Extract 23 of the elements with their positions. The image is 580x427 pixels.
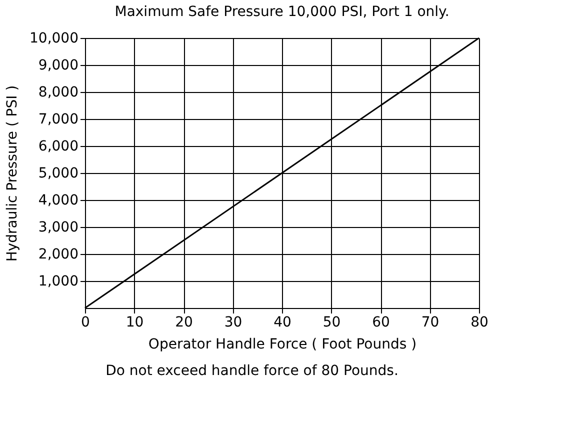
x-tick-label: 10 [126, 314, 144, 330]
y-tick-label: 6,000 [38, 138, 78, 154]
x-tick-label: 0 [81, 314, 90, 330]
chart-title: Maximum Safe Pressure 10,000 PSI, Port 1 only. [114, 4, 450, 20]
y-tick-label: 10,000 [30, 30, 78, 46]
text: Do not exceed handle force of 80 Pounds. [106, 363, 398, 379]
y-tick-label: 2,000 [38, 246, 78, 262]
y-tick-label: 9,000 [38, 58, 78, 74]
y-axis-title: Hydraulic Pressure ( PSI ) [4, 85, 21, 262]
y-tick-label: 3,000 [38, 220, 78, 236]
x-tick-label: 60 [372, 314, 390, 330]
y-tick-label: 5,000 [38, 166, 78, 182]
y-tick-label: 7,000 [38, 112, 78, 128]
x-tick-label: 80 [470, 314, 488, 330]
x-axis-title: Operator Handle Force ( Foot Pounds ) [148, 336, 417, 352]
x-tick-label: 70 [421, 314, 440, 330]
y-tick-label: 4,000 [38, 192, 78, 208]
y-tick-label: 1,000 [38, 274, 78, 290]
x-tick-label: 40 [274, 314, 292, 330]
x-tick-label: 50 [322, 314, 341, 330]
x-tick-label: 20 [175, 314, 193, 330]
x-tick-label: 30 [224, 314, 242, 330]
y-tick-label: 8,000 [38, 84, 78, 100]
